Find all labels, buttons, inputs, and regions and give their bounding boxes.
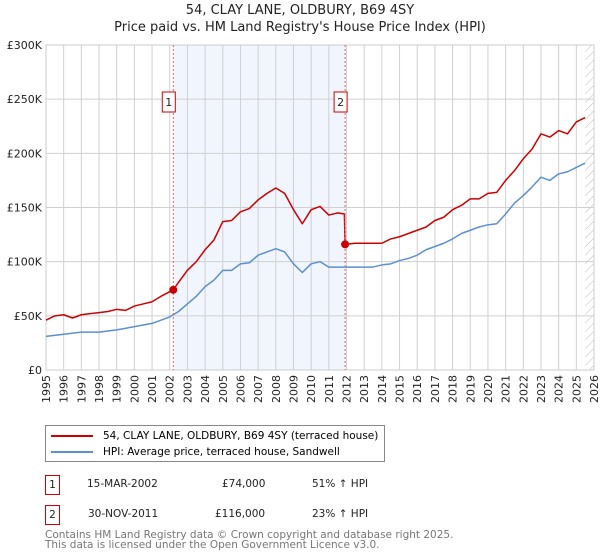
x-tick-label: 2002	[164, 375, 177, 403]
x-tick-label: 2015	[394, 375, 407, 403]
sale-marker-box	[161, 91, 176, 113]
chart-subtitle: Price paid vs. HM Land Registry's House …	[114, 20, 486, 35]
footer: Contains HM Land Registry data © Crown c…	[45, 529, 454, 551]
sale-marker-box	[333, 91, 348, 113]
footer-copyright: Contains HM Land Registry data © Crown c…	[45, 529, 454, 541]
x-tick-label: 2013	[358, 375, 371, 403]
sale-marker-label: 2	[337, 96, 344, 109]
sale-point	[169, 285, 178, 294]
x-tick-label: 1999	[111, 375, 124, 403]
sale-point	[341, 240, 350, 249]
y-tick-label: £50K	[14, 310, 43, 323]
transaction-date: 15-MAR-2002	[87, 478, 158, 490]
x-tick-label: 2009	[287, 375, 300, 403]
legend-item-property: 54, CLAY LANE, OLDBURY, B69 4SY (terrace…	[51, 428, 378, 444]
x-tick-label: 1998	[93, 375, 106, 403]
legend-swatch-blue	[51, 451, 93, 453]
legend-label: HPI: Average price, terraced house, Sand…	[103, 446, 340, 458]
transaction-hpi: 23% ↑ HPI	[312, 508, 369, 520]
x-tick-label: 2025	[570, 375, 583, 403]
sale-marker-label: 1	[165, 96, 172, 109]
transaction-hpi: 51% ↑ HPI	[312, 478, 369, 490]
x-tick-label: 2006	[234, 375, 247, 403]
y-tick-label: £200K	[7, 147, 43, 160]
y-tick-label: £300K	[7, 39, 43, 52]
x-tick-label: 2008	[270, 375, 283, 403]
x-tick-label: 2018	[447, 375, 460, 403]
transaction-price: £74,000	[222, 478, 266, 490]
legend-item-hpi: HPI: Average price, terraced house, Sand…	[51, 444, 340, 460]
x-tick-label: 2000	[128, 375, 141, 403]
x-tick-label: 2019	[464, 375, 477, 403]
y-tick-label: £150K	[7, 202, 43, 215]
x-tick-label: 2001	[146, 375, 159, 403]
property-series-line	[45, 116, 586, 321]
transaction-date: 30-NOV-2011	[88, 508, 159, 520]
transaction-price: £116,000	[215, 508, 266, 520]
legend-label: 54, CLAY LANE, OLDBURY, B69 4SY (terrace…	[103, 430, 379, 442]
x-tick-label: 2014	[376, 375, 389, 403]
x-tick-label: 2016	[411, 375, 424, 403]
x-tick-label: 1995	[40, 375, 53, 403]
x-tick-label: 2026	[588, 375, 600, 403]
chart-title: 54, CLAY LANE, OLDBURY, B69 4SY	[185, 3, 415, 18]
y-tick-label: £250K	[7, 93, 43, 106]
legend: 54, CLAY LANE, OLDBURY, B69 4SY (terrace…	[45, 425, 385, 462]
x-tick-label: 2021	[500, 375, 513, 403]
y-tick-label: £100K	[7, 256, 43, 269]
x-tick-label: 2007	[252, 375, 265, 403]
x-tick-label: 1997	[75, 375, 88, 403]
x-tick-label: 2003	[181, 375, 194, 403]
footer-licence: This data is licensed under the Open Gov…	[45, 539, 380, 551]
x-tick-label: 2010	[305, 375, 318, 403]
plot-frame	[45, 44, 595, 371]
marker-badge: 2	[45, 505, 60, 525]
x-tick-label: 2011	[323, 375, 336, 403]
x-tick-label: 2017	[429, 375, 442, 403]
x-tick-label: 2020	[482, 375, 495, 403]
y-tick-label: £0	[28, 364, 42, 377]
x-tick-label: 2022	[517, 375, 530, 403]
marker-badge: 1	[45, 475, 60, 495]
x-tick-label: 2012	[341, 375, 354, 403]
price-chart: 1 2 1995 1996 1997 1998 1999 2000 2001 2002 2003 20…	[7, 39, 600, 403]
hpi-series-line	[45, 162, 586, 338]
x-tick-label: 2005	[217, 375, 230, 403]
x-tick-label: 2024	[553, 375, 566, 403]
x-tick-label: 2004	[199, 375, 212, 403]
x-tick-label: 2023	[535, 375, 548, 403]
x-tick-label: 1996	[58, 375, 71, 403]
legend-swatch-red	[51, 435, 93, 437]
